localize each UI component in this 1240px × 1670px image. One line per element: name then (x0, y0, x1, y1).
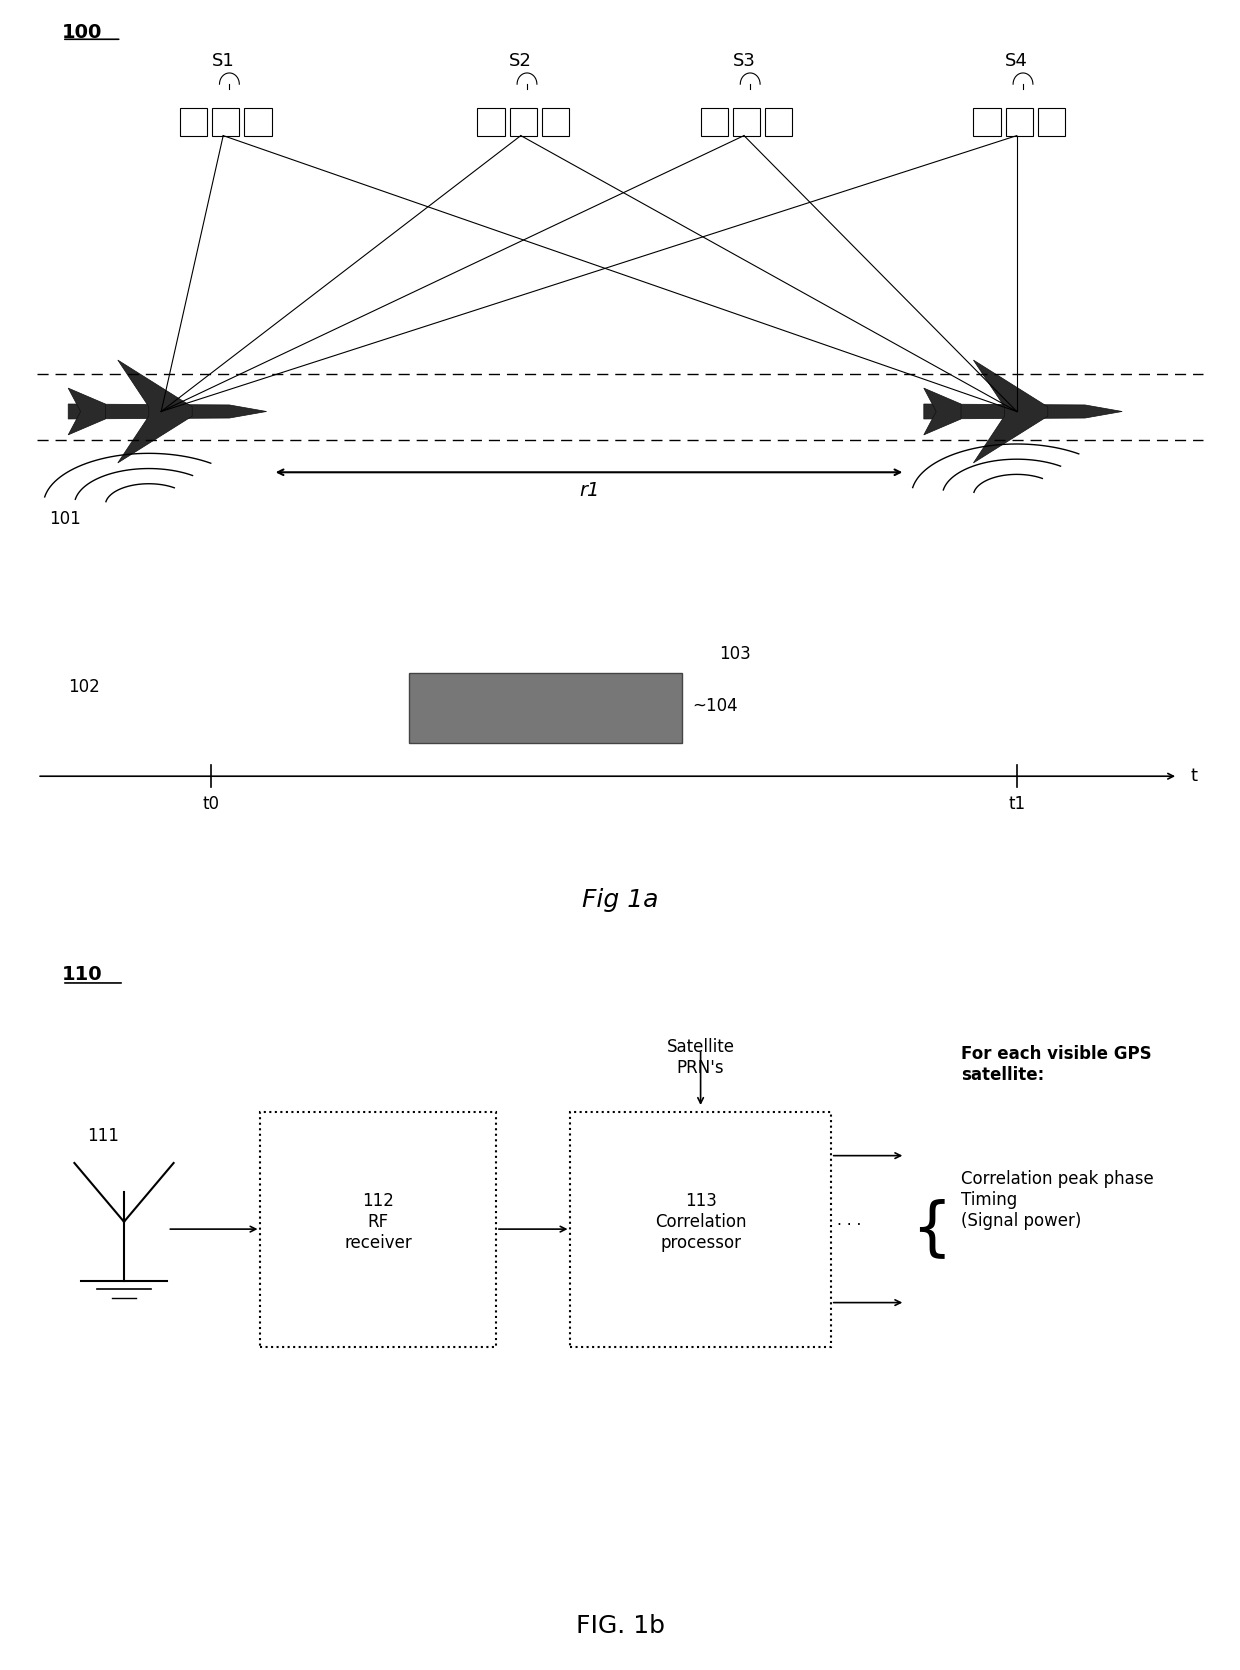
Text: ~104: ~104 (692, 696, 738, 715)
Polygon shape (973, 361, 1048, 463)
Bar (765, 107, 792, 135)
Bar (542, 107, 569, 135)
Text: Fig 1a: Fig 1a (582, 888, 658, 912)
Text: 111: 111 (87, 1127, 119, 1146)
Text: FIG. 1b: FIG. 1b (575, 1615, 665, 1638)
Text: 103: 103 (719, 645, 751, 663)
Polygon shape (68, 387, 105, 434)
Bar (1006, 107, 1033, 135)
Bar (409, 673, 682, 743)
Bar (212, 107, 239, 135)
Text: S4: S4 (1006, 52, 1028, 70)
Bar (1038, 107, 1065, 135)
Text: For each visible GPS
satellite:: For each visible GPS satellite: (961, 1045, 1152, 1084)
Bar (973, 107, 1001, 135)
Polygon shape (118, 361, 192, 463)
Polygon shape (924, 387, 961, 434)
Text: t0: t0 (202, 795, 219, 813)
Text: 101: 101 (50, 509, 82, 528)
Text: Correlation peak phase
Timing
(Signal power): Correlation peak phase Timing (Signal po… (961, 1171, 1153, 1229)
Text: S1: S1 (212, 52, 234, 70)
Text: 110: 110 (62, 965, 103, 984)
Bar (180, 107, 207, 135)
Bar (510, 107, 537, 135)
Text: S2: S2 (510, 52, 532, 70)
Text: · · ·: · · · (837, 1217, 862, 1232)
Text: 100: 100 (62, 23, 103, 42)
Text: 102: 102 (68, 678, 100, 696)
Text: 113
Correlation
processor: 113 Correlation processor (655, 1192, 746, 1251)
Polygon shape (924, 404, 1122, 419)
Text: t: t (1190, 767, 1198, 785)
Bar (244, 107, 272, 135)
Bar (701, 107, 728, 135)
Text: {: { (911, 1197, 952, 1261)
Text: t1: t1 (1008, 795, 1025, 813)
Text: r1: r1 (579, 481, 599, 499)
Text: 112
RF
receiver: 112 RF receiver (345, 1192, 412, 1251)
Text: Satellite
PRN's: Satellite PRN's (667, 1039, 734, 1077)
Bar (733, 107, 760, 135)
Text: S3: S3 (733, 52, 755, 70)
Bar (477, 107, 505, 135)
Polygon shape (68, 404, 267, 419)
